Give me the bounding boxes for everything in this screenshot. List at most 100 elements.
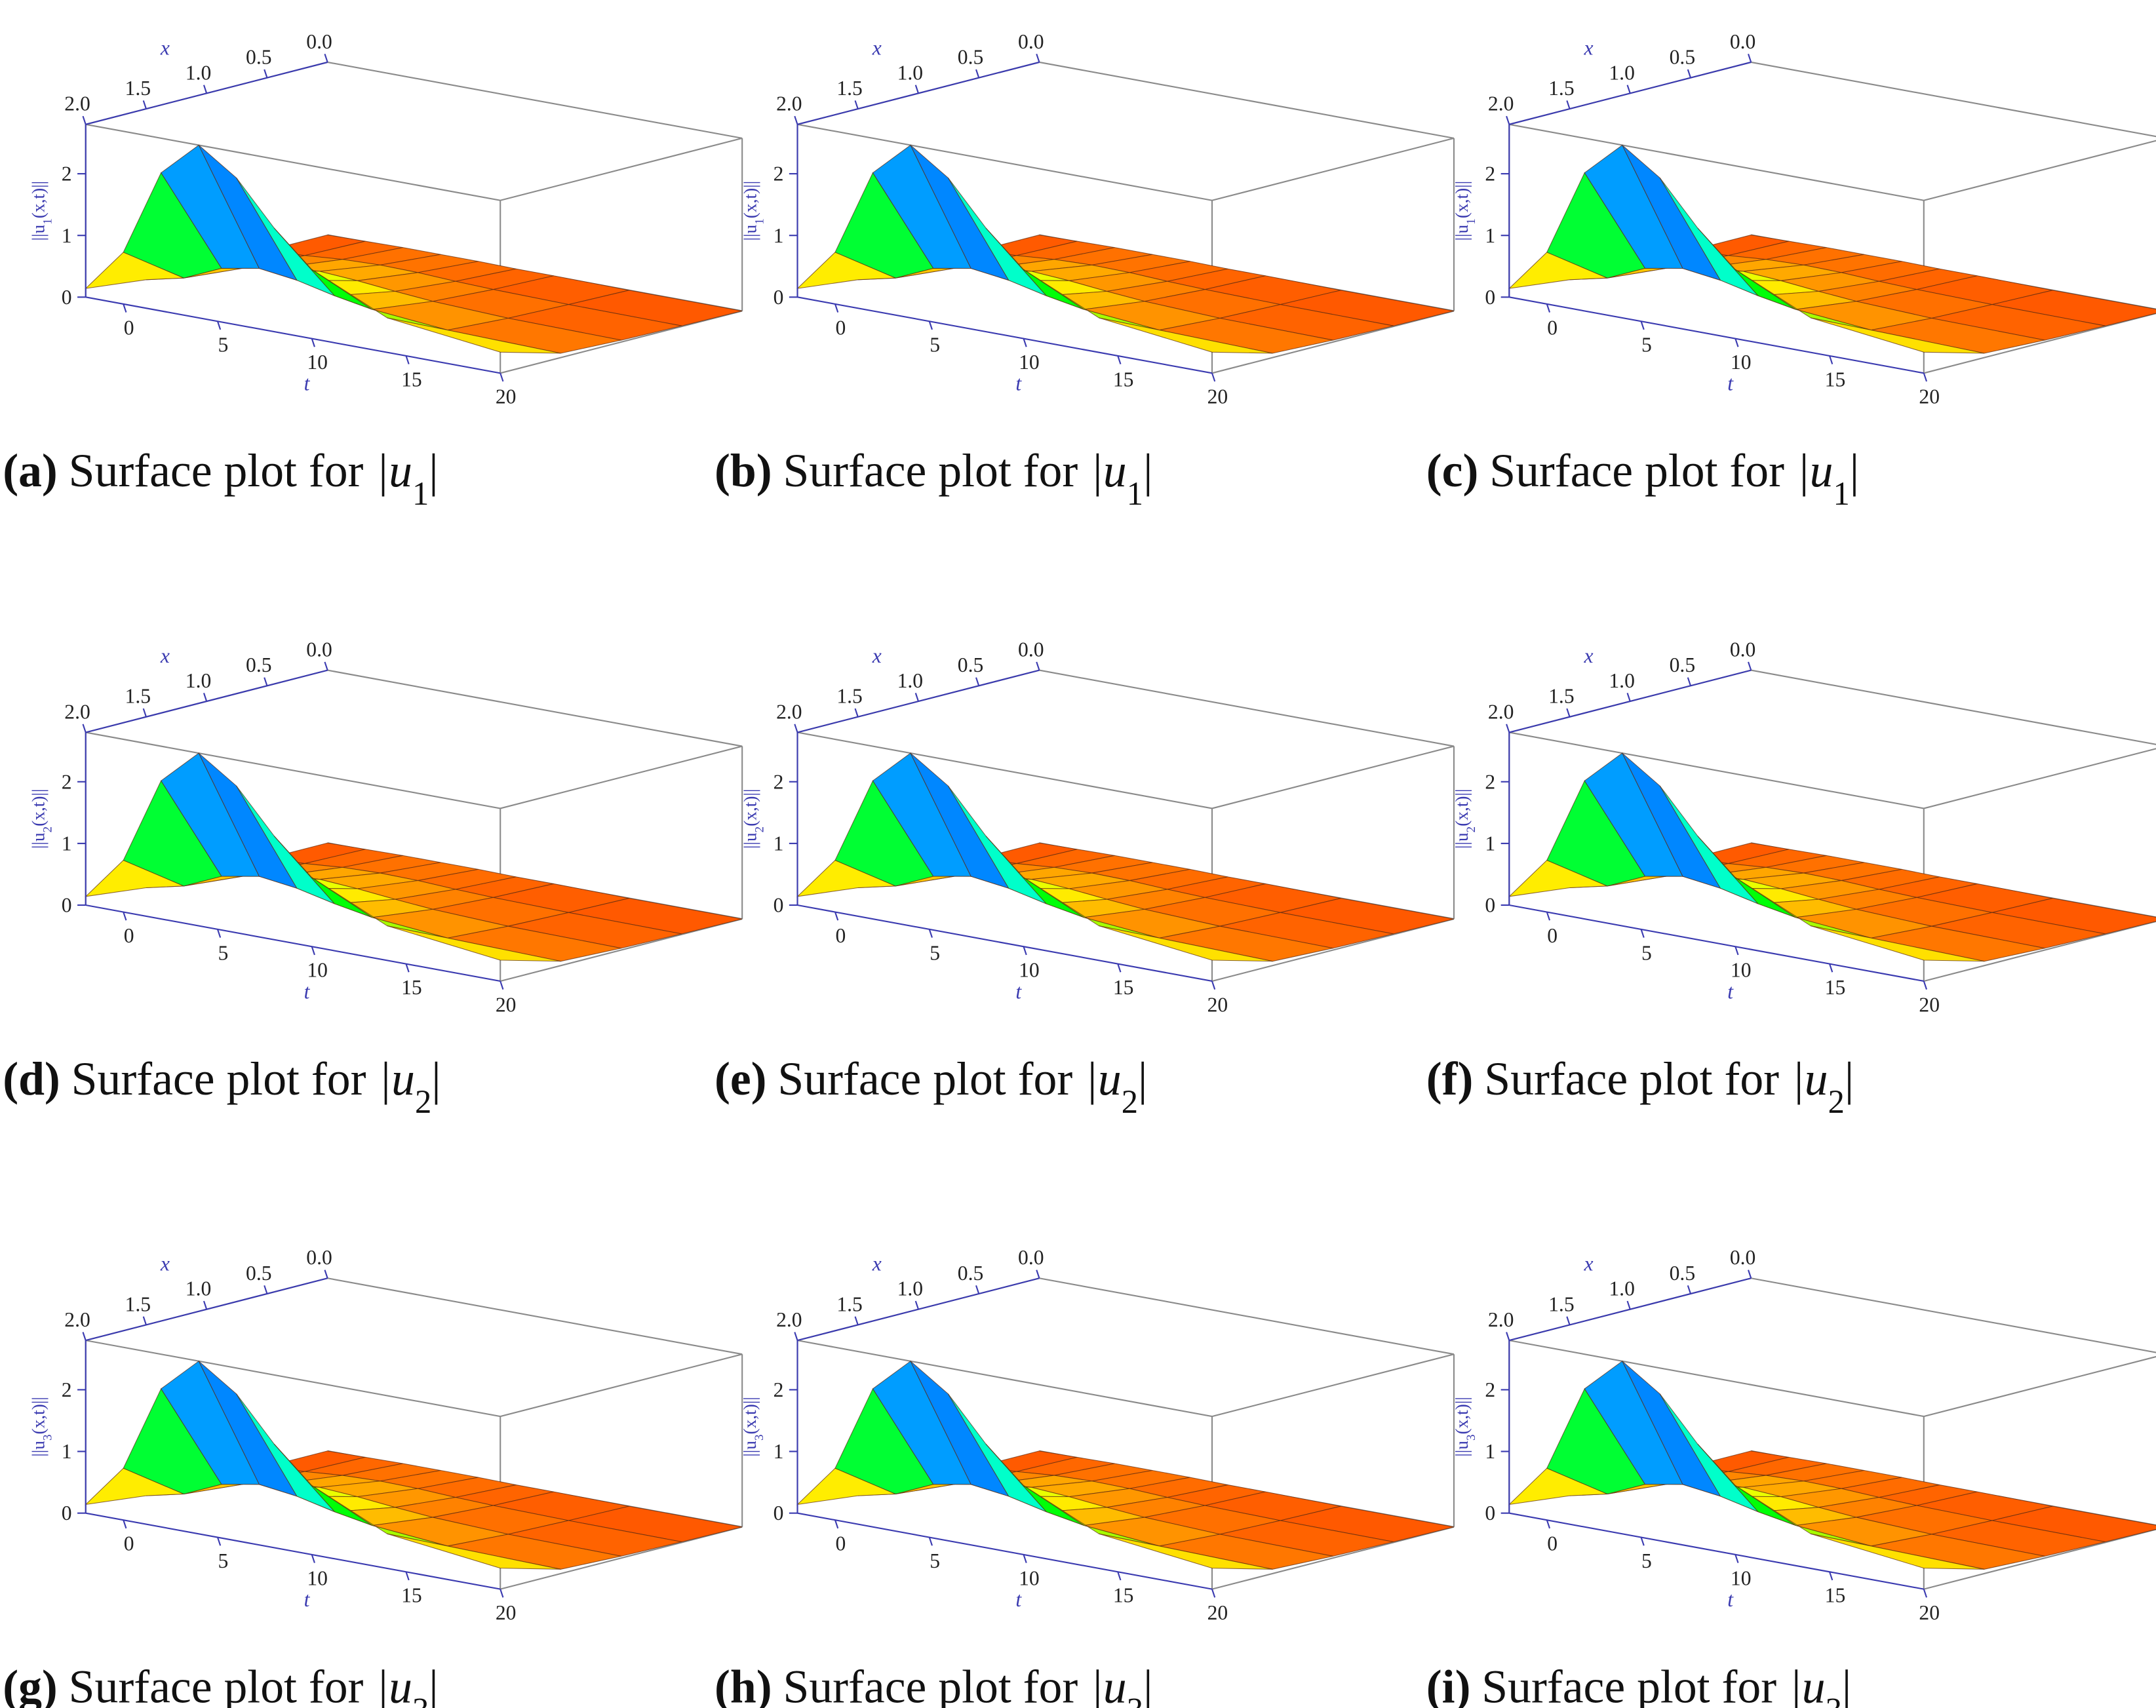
caption-var: |u [376,1661,412,1708]
x-tick-label: 1.0 [1609,1277,1635,1300]
x-tick [203,85,208,94]
caption-text: Surface plot for [69,1661,364,1708]
z-tick-label: 2 [1485,770,1495,793]
t-tick [1640,1537,1645,1546]
x-tick-label: 2.0 [64,92,90,115]
z-tick-label: 1 [1485,224,1495,247]
z-tick-label: 2 [1485,163,1495,185]
x-tick [794,724,798,733]
z-axis-label: ||u2(x,t)|| [1452,788,1478,849]
z-tick-label: 1 [1485,1440,1495,1463]
x-tick [1626,693,1631,702]
z-label-rest: (x,t)|| [1452,1397,1472,1434]
x-axis-label: x [160,36,170,59]
caption: (d) Surface plot for |u2| [3,1053,441,1120]
x-tick [1687,677,1692,686]
t-tick-label: 5 [930,334,940,357]
z-label-text: ||u [28,1441,48,1457]
surface-patch [1811,317,1985,354]
t-tick-label: 15 [1825,368,1846,391]
surface-patch [1099,1533,1273,1570]
x-tick [264,69,268,78]
z-label-text: ||u [28,224,48,241]
caption-close: | [1143,444,1152,497]
x-tick [1626,85,1631,94]
z-label-rest: (x,t)|| [28,181,48,218]
z-label-text: ||u [740,224,760,241]
caption-sub: 1 [412,475,429,512]
box-edge [500,1526,743,1590]
panel: 051015200122.01.51.00.50.0tx||u2(x,t)||(… [715,638,1455,1120]
x-tick-label: 1.5 [125,685,151,708]
x-tick-label: 1.5 [1548,77,1575,100]
x-tick [1506,115,1510,125]
t-tick-label: 15 [1113,1584,1134,1607]
x-tick [1687,1285,1692,1294]
x-tick-label: 2.0 [64,700,90,723]
caption-tag: (f) [1426,1053,1474,1105]
caption-close: | [1143,1661,1152,1708]
box-edge [797,1340,1213,1418]
x-tick-label: 1.0 [186,669,212,692]
t-axis-line [85,1512,501,1590]
t-tick-label: 0 [124,1532,134,1555]
box-edge [500,1353,743,1418]
t-tick-label: 10 [1019,351,1040,374]
z-label-rest: (x,t)|| [1452,181,1472,218]
x-tick-label: 0.0 [306,30,332,53]
caption-sub: 1 [1127,475,1143,512]
z-tick-label: 1 [62,224,72,247]
x-tick [1566,100,1571,109]
t-tick [1735,1554,1739,1563]
t-tick [1023,338,1027,347]
t-tick [1735,946,1739,956]
t-tick [1829,355,1833,364]
x-tick-label: 0.5 [1670,653,1696,676]
z-tick-label: 0 [1485,1502,1495,1524]
t-tick [216,929,222,938]
t-tick-label: 5 [1641,941,1652,964]
t-tick-label: 15 [1113,368,1134,391]
z-tick-label: 1 [62,832,72,855]
panel: 051015200122.01.51.00.50.0tx||u1(x,t)||(… [1426,30,2156,512]
z-tick-label: 1 [774,224,784,247]
caption-tag: (c) [1426,444,1479,497]
t-tick-label: 10 [307,351,328,374]
z-label-text: ||u [1452,832,1472,849]
z-axis-label: ||u2(x,t)|| [740,788,766,849]
x-tick [203,693,208,702]
t-tick-label: 10 [307,959,328,982]
t-axis-label: t [1727,1588,1734,1611]
caption-sub: 3 [1826,1692,1842,1708]
t-tick-label: 0 [124,924,134,947]
caption-var: |u [376,444,412,497]
box-edge [1923,1528,2156,1590]
x-axis-label: x [872,1252,882,1275]
panel: 051015200122.01.51.00.50.0tx||u1(x,t)||(… [715,30,1455,512]
t-tick [123,303,127,313]
x-tick [203,1300,208,1310]
x-tick [324,53,328,63]
t-axis-line [797,1512,1213,1590]
x-tick [975,69,980,78]
z-axis-label: ||u3(x,t)|| [1452,1397,1478,1457]
z-label-rest: (x,t)|| [1452,788,1472,826]
t-tick-label: 5 [930,1549,940,1572]
caption: (g)Surface plot for |u3| [3,1661,438,1708]
x-tick-label: 1.5 [836,1292,863,1315]
t-tick [928,320,933,330]
z-tick-label: 0 [774,286,784,309]
caption-sub: 2 [1122,1083,1138,1120]
t-tick [928,929,933,938]
z-label-rest: (x,t)|| [740,1397,760,1434]
box-edge [1751,61,2156,138]
t-axis-label: t [1015,1588,1022,1611]
x-tick-label: 0.0 [1730,638,1756,661]
x-tick [914,1300,919,1310]
box-edge [1039,1277,1455,1355]
x-tick [1036,1270,1040,1279]
t-tick-label: 20 [1207,1601,1228,1624]
x-tick [854,100,859,109]
x-tick [1748,661,1752,670]
box-edge [1509,1340,1924,1418]
